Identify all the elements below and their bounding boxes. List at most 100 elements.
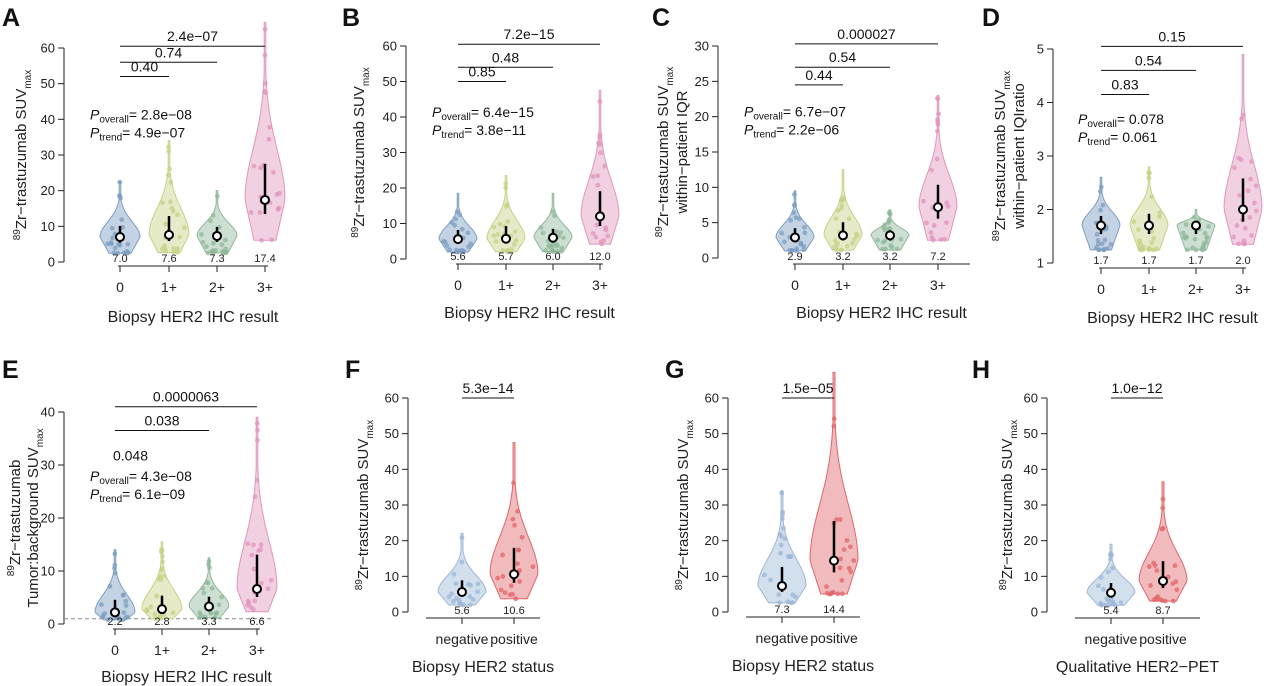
y-tick-label: 10	[705, 569, 719, 584]
data-point	[502, 590, 508, 596]
data-point	[116, 241, 121, 247]
median-marker	[1106, 587, 1116, 598]
data-point	[219, 242, 225, 247]
comparison-p-value: 0.54	[1135, 52, 1162, 68]
y-tick-label: 25	[695, 74, 709, 89]
data-point	[164, 221, 169, 227]
data-point	[838, 206, 844, 211]
data-point	[1146, 170, 1152, 176]
p-overall: Poverall= 2.8e−08	[90, 106, 192, 125]
data-point	[217, 224, 222, 230]
x-tick-label: positive	[490, 631, 538, 647]
data-point	[793, 594, 798, 600]
data-point	[1248, 159, 1254, 164]
y-axis-label: 89Zr−trastuzumab SUVmax	[674, 420, 696, 591]
x-tick-label: 2+	[545, 277, 561, 293]
data-point	[945, 203, 951, 209]
data-point	[597, 99, 603, 104]
data-point	[839, 591, 845, 597]
violin-shape	[148, 140, 190, 254]
data-point	[847, 544, 853, 550]
data-point	[894, 246, 900, 252]
violin-1: 1.7	[1081, 176, 1121, 267]
data-point	[475, 581, 481, 587]
data-point	[245, 598, 251, 604]
data-point	[168, 199, 173, 205]
data-point	[833, 216, 839, 221]
data-point	[1149, 194, 1155, 200]
y-tick-label: 60	[1024, 391, 1038, 406]
data-point	[1245, 188, 1251, 194]
data-point	[175, 212, 180, 218]
data-point	[1149, 229, 1154, 235]
data-point	[203, 244, 209, 249]
data-point	[594, 222, 600, 228]
violin-shape	[438, 192, 478, 253]
median-marker	[115, 232, 125, 243]
median-marker	[157, 604, 167, 615]
data-point	[158, 549, 164, 555]
data-point	[171, 246, 176, 251]
data-point	[255, 437, 260, 443]
data-point	[267, 124, 273, 130]
violin-4: 6.6	[236, 416, 278, 628]
x-axis-label: Biopsy HER2 status	[732, 658, 874, 675]
data-point	[262, 52, 268, 58]
data-point	[200, 585, 206, 591]
data-point	[1154, 568, 1160, 573]
panel-e: E 0 10 20 30 40 0 1+ 2+ 3+ Biopsy HER2 IHC result 8…	[2, 356, 278, 686]
violin-1: 2.2	[94, 549, 136, 628]
data-point	[515, 561, 520, 567]
median-label: 3.2	[882, 251, 897, 263]
data-point	[166, 148, 172, 154]
data-point	[223, 246, 229, 252]
data-point	[1140, 244, 1146, 250]
median-marker	[1144, 220, 1154, 231]
median-marker	[1191, 220, 1201, 231]
data-point	[248, 210, 254, 215]
x-tick-label: 2+	[209, 279, 225, 295]
data-point	[165, 172, 171, 178]
data-point	[1191, 214, 1197, 220]
data-point	[590, 174, 596, 179]
violin-shape	[1081, 176, 1121, 251]
data-point	[558, 249, 564, 254]
x-axis-label: Biopsy HER2 IHC result	[796, 305, 967, 322]
data-point	[1203, 239, 1209, 245]
data-point	[249, 552, 255, 558]
data-point	[1148, 583, 1153, 588]
violin-1: 7.3	[757, 490, 807, 616]
data-point	[1151, 560, 1157, 566]
y-tick-label: 50	[383, 74, 397, 89]
data-point	[1137, 241, 1143, 247]
data-point	[99, 602, 104, 608]
data-point	[1102, 237, 1108, 243]
data-point	[159, 553, 165, 559]
y-tick-label: 10	[383, 216, 397, 231]
median-marker	[829, 555, 839, 566]
x-axis-label: Biopsy HER2 IHC result	[1087, 310, 1258, 327]
data-point	[849, 240, 855, 246]
comparison-p-value: 5.3e−14	[463, 380, 514, 396]
median-label: 6.0	[545, 251, 560, 263]
y-tick-label: 30	[1024, 498, 1038, 513]
comparison-p-value: 2.4e−07	[167, 28, 218, 44]
median-marker	[1096, 220, 1106, 231]
data-point	[212, 615, 218, 621]
data-point	[466, 581, 471, 587]
data-point	[595, 173, 601, 179]
data-point	[245, 541, 251, 547]
data-point	[251, 542, 256, 548]
data-point	[503, 181, 509, 187]
median-label: 12.0	[589, 251, 610, 263]
y-tick-label: 0	[48, 255, 55, 270]
data-point	[258, 165, 263, 171]
data-point	[216, 602, 222, 608]
data-point	[255, 427, 260, 433]
p-trend: Ptrend= 6.1e−09	[90, 486, 185, 505]
y-tick-label: 0	[392, 605, 399, 620]
data-point	[515, 508, 520, 514]
p-overall: Poverall= 0.078	[1078, 111, 1164, 130]
data-point	[792, 192, 797, 197]
y-tick-label: 10	[385, 569, 399, 584]
